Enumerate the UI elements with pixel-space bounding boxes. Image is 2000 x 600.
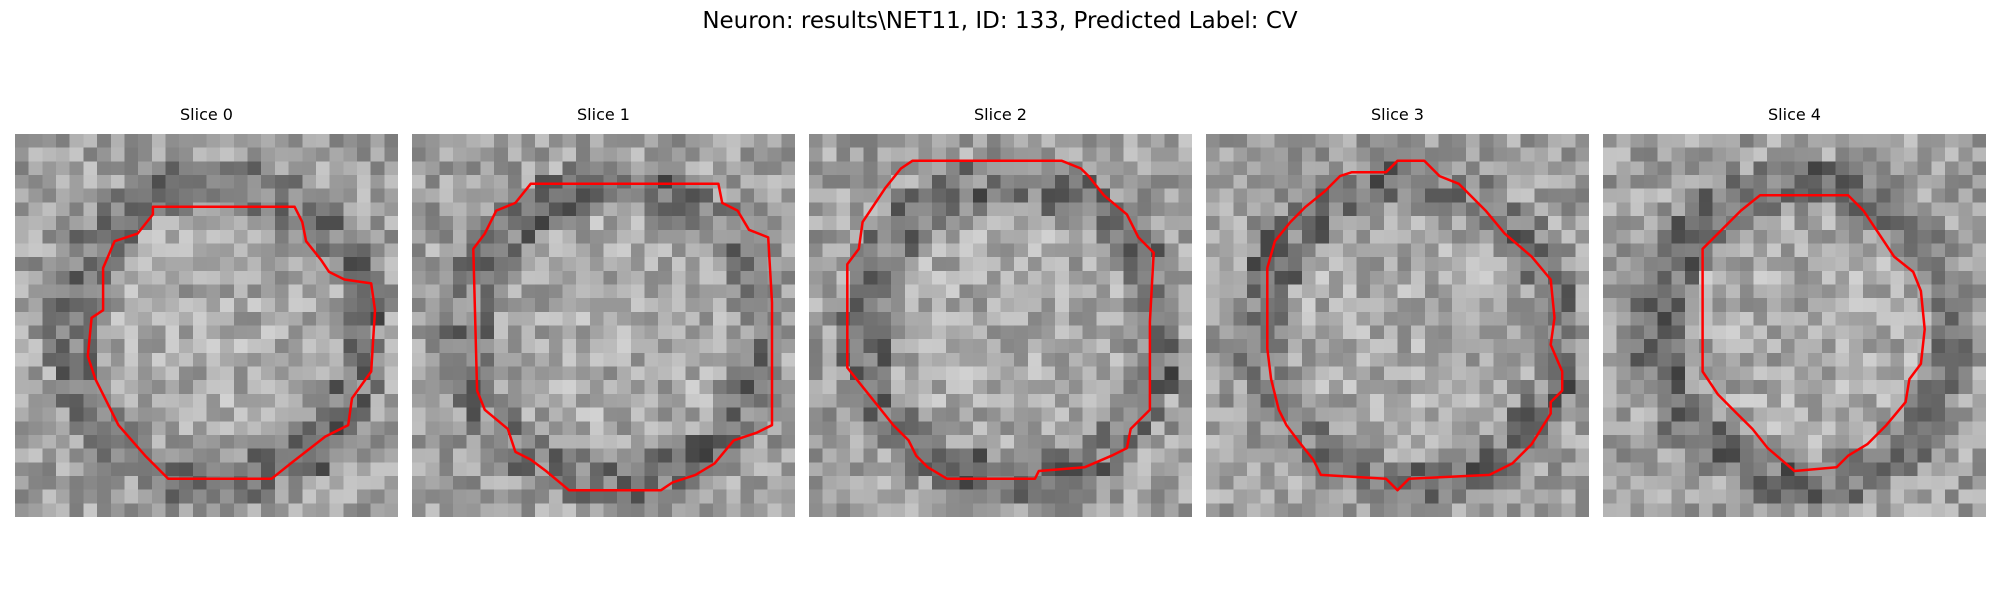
segmentation-contour — [1701, 194, 1926, 473]
segmentation-contour — [846, 159, 1155, 480]
slice-image — [1603, 134, 1986, 517]
segmentation-contour — [86, 205, 377, 480]
slice-title: Slice 3 — [1371, 105, 1424, 124]
slice-image — [809, 134, 1192, 517]
pixel-grid — [1206, 134, 1589, 517]
pixel-grid — [809, 134, 1192, 517]
pixel-grid — [15, 134, 398, 517]
slice-title: Slice 2 — [974, 105, 1027, 124]
slice-title: Slice 0 — [180, 105, 233, 124]
slice-title: Slice 1 — [577, 105, 630, 124]
figure-title: Neuron: results\NET11, ID: 133, Predicte… — [702, 8, 1298, 34]
slice-image — [412, 134, 795, 517]
pixel-grid — [1603, 134, 1986, 517]
segmentation-contour — [1266, 159, 1564, 492]
slice-image — [1206, 134, 1589, 517]
segmentation-contour — [472, 182, 774, 492]
pixel-grid — [412, 134, 795, 517]
slice-image — [15, 134, 398, 517]
slice-title: Slice 4 — [1768, 105, 1821, 124]
